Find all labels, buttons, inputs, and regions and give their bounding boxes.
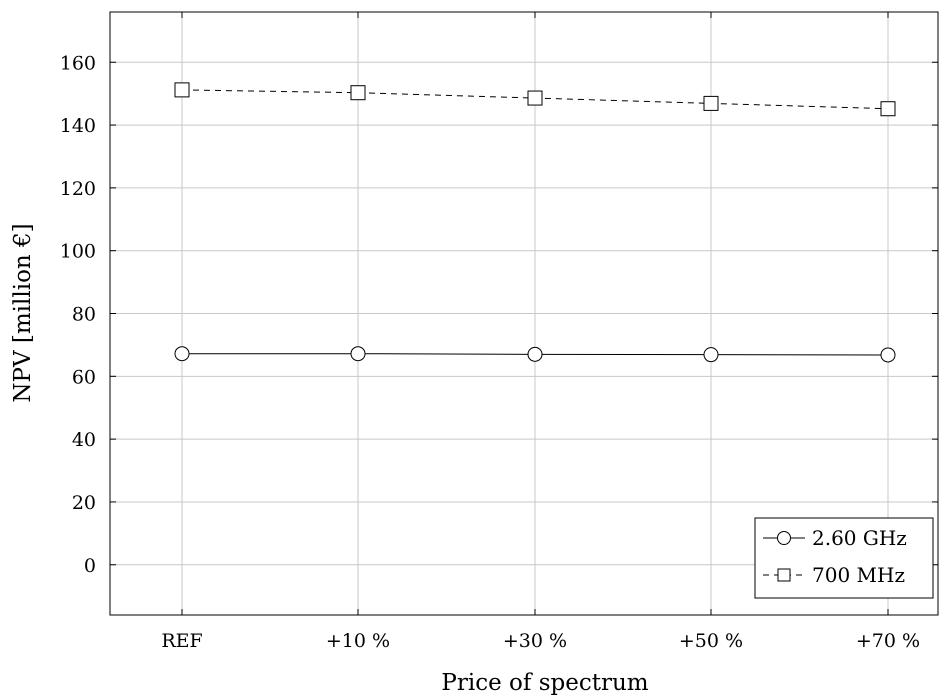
x-tick-label: REF [161,630,202,652]
data-point-2-60-ghz [174,346,190,362]
data-point-700-mhz [350,85,366,101]
data-point-2-60-ghz [527,346,543,362]
legend-label-2-60-ghz: 2.60 GHz [812,526,907,550]
y-tick-label: 160 [60,52,96,74]
x-tick-label: +50 % [679,630,743,652]
y-tick-label: 80 [72,304,96,326]
x-axis-title: Price of spectrum [441,670,648,696]
data-point-700-mhz [174,82,190,98]
legend-marker-square [777,568,791,582]
legend-item-2-60-ghz: 2.60 GHz [763,526,907,550]
y-axis-title: NPV [million €] [10,223,36,402]
y-tick-label: 100 [60,241,96,263]
data-point-700-mhz [527,90,543,106]
x-tick-label: +70 % [856,630,920,652]
data-point-700-mhz [880,101,896,117]
data-point-2-60-ghz [350,346,366,362]
data-point-2-60-ghz [703,347,719,363]
data-point-700-mhz [703,95,719,111]
y-tick-label: 20 [72,492,96,514]
grid [110,12,938,615]
axes: 0 20 40 60 80 100 120 140 160 REF +10 % +30 % +50 % +… [60,12,938,652]
y-tick-label: 0 [84,555,96,577]
legend-marker-circle [777,531,791,545]
series [174,82,896,363]
legend-item-700-mhz: 700 MHz [763,563,905,587]
y-tick-label: 60 [72,366,96,388]
legend: 2.60 GHz 700 MHz [754,517,934,599]
x-tick-label: +30 % [503,630,567,652]
y-tick-label: 140 [60,115,96,137]
data-point-2-60-ghz [880,347,896,363]
y-tick-label: 120 [60,178,96,200]
legend-label-700-mhz: 700 MHz [812,563,905,587]
y-tick-label: 40 [72,429,96,451]
x-tick-label: +10 % [326,630,390,652]
